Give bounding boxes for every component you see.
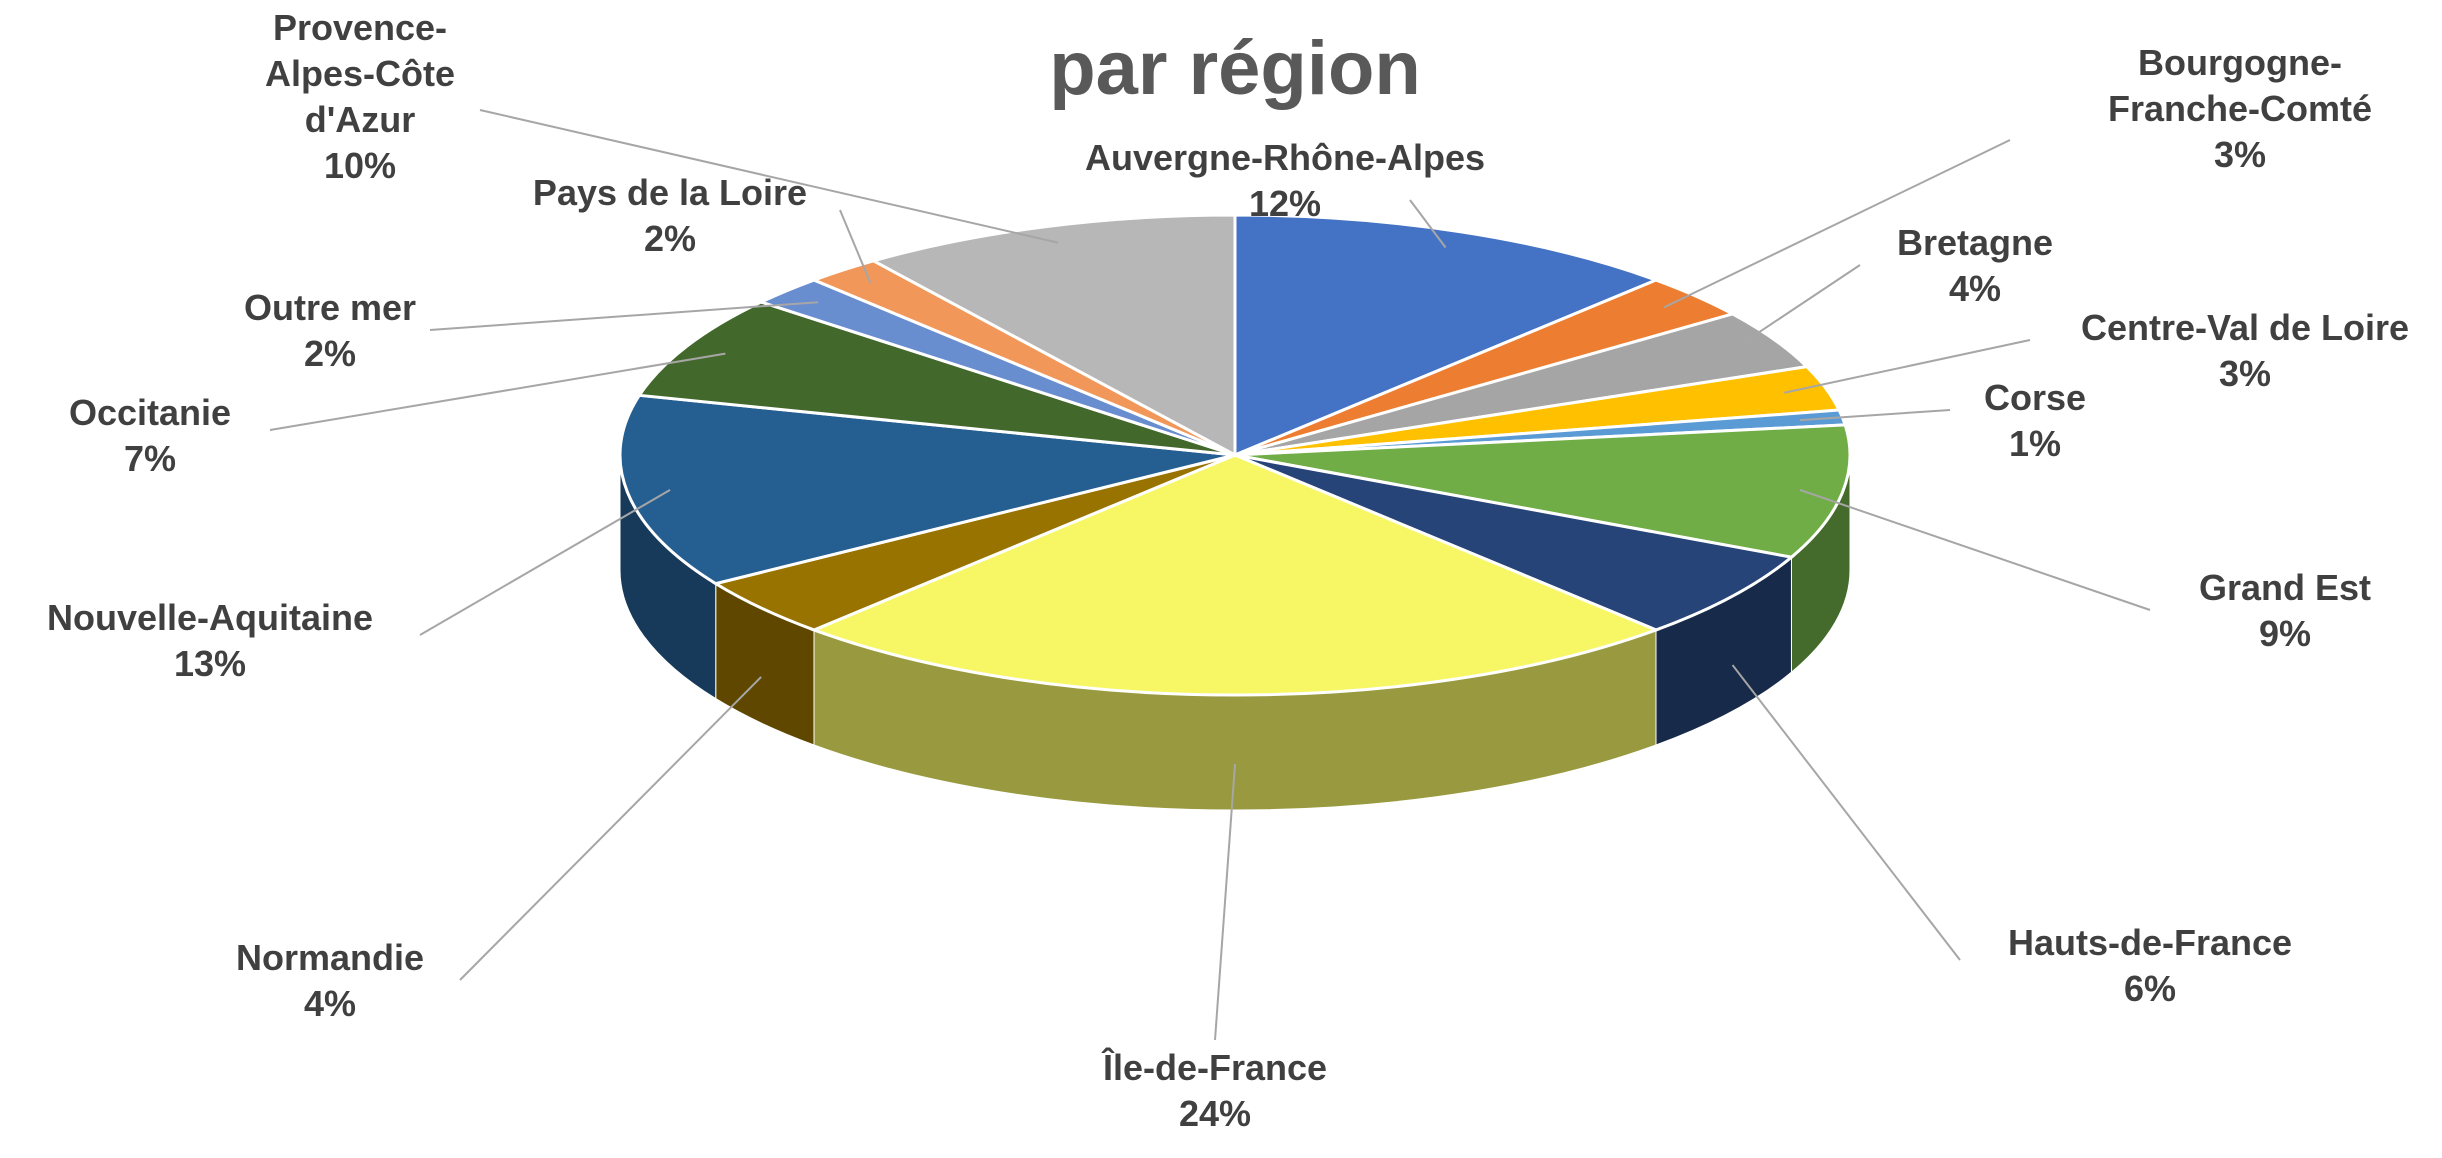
slice (1234, 423, 1852, 559)
data-label: Pays de la Loire 2% (533, 170, 807, 262)
data-label: Bourgogne-Franche-Comté 3% (2070, 40, 2410, 178)
leader-line (269, 352, 726, 431)
leader-line (1735, 264, 1861, 349)
category-label: Île-de-France (1102, 1047, 1328, 1088)
percent-label: 24% (1178, 1093, 1252, 1134)
category-label: Provence-Alpes-Côte d'Azur (264, 7, 456, 140)
leader-line (459, 676, 762, 981)
category-label: Nouvelle-Aquitaine (46, 597, 374, 638)
slice (1234, 453, 1795, 632)
data-label: Auvergne-Rhône-Alpes 12% (1085, 135, 1485, 227)
category-label: Outre mer (243, 287, 417, 328)
leader-line (839, 209, 872, 284)
data-label: Hauts-de-France 6% (2008, 920, 2292, 1012)
category-label: Pays de la Loire (532, 172, 808, 213)
percent-label: 2% (303, 333, 357, 374)
category-label: Hauts-de-France (2007, 922, 2293, 963)
percent-label: 10% (323, 145, 397, 186)
data-label: Outre mer 2% (244, 285, 416, 377)
leader-line (1409, 199, 1447, 249)
leader-line (1799, 488, 2151, 611)
leader-line (1784, 339, 2031, 394)
leader-line (429, 301, 819, 331)
data-label: Bretagne 4% (1897, 220, 2053, 312)
data-label: Île-de-France 24% (1103, 1045, 1327, 1137)
percent-label: 13% (173, 643, 247, 684)
data-label: Occitanie 7% (69, 390, 231, 482)
percent-label: 1% (2008, 423, 2062, 464)
category-label: Centre-Val de Loire (2080, 307, 2410, 348)
slice (618, 393, 1236, 586)
data-label: Corse 1% (1984, 375, 2086, 467)
percent-label: 9% (2258, 613, 2312, 654)
leader-line (419, 489, 671, 636)
leader-line (479, 109, 1059, 244)
chart-title: par région (1049, 26, 1421, 111)
data-label: Nouvelle-Aquitaine 13% (47, 595, 373, 687)
category-label: Auvergne-Rhône-Alpes (1084, 137, 1486, 178)
category-label: Bretagne (1896, 222, 2054, 263)
percent-label: 2% (643, 218, 697, 259)
data-label: Centre-Val de Loire 3% (2081, 305, 2409, 397)
percent-label: 4% (303, 983, 357, 1024)
category-label: Normandie (235, 937, 425, 978)
percent-label: 3% (2213, 134, 2267, 175)
category-label: Corse (1983, 377, 2087, 418)
leader-line (1214, 763, 1236, 1041)
category-label: Grand Est (2198, 567, 2372, 608)
percent-label: 6% (2123, 968, 2177, 1009)
data-label: Normandie 4% (236, 935, 424, 1027)
slice (809, 453, 1661, 697)
data-label: Provence-Alpes-Côte d'Azur 10% (240, 5, 480, 189)
percent-label: 4% (1948, 268, 2002, 309)
slice (869, 213, 1237, 458)
leader-line (1799, 409, 1951, 422)
percent-label: 3% (2218, 353, 2272, 394)
slice (1233, 213, 1661, 458)
category-label: Bourgogne-Franche-Comté (2107, 42, 2373, 129)
data-label: Grand Est 9% (2199, 565, 2371, 657)
percent-label: 12% (1248, 183, 1322, 224)
leader-line (1731, 664, 1961, 961)
leader-line (1663, 139, 2011, 309)
percent-label: 7% (123, 438, 177, 479)
category-label: Occitanie (68, 392, 232, 433)
